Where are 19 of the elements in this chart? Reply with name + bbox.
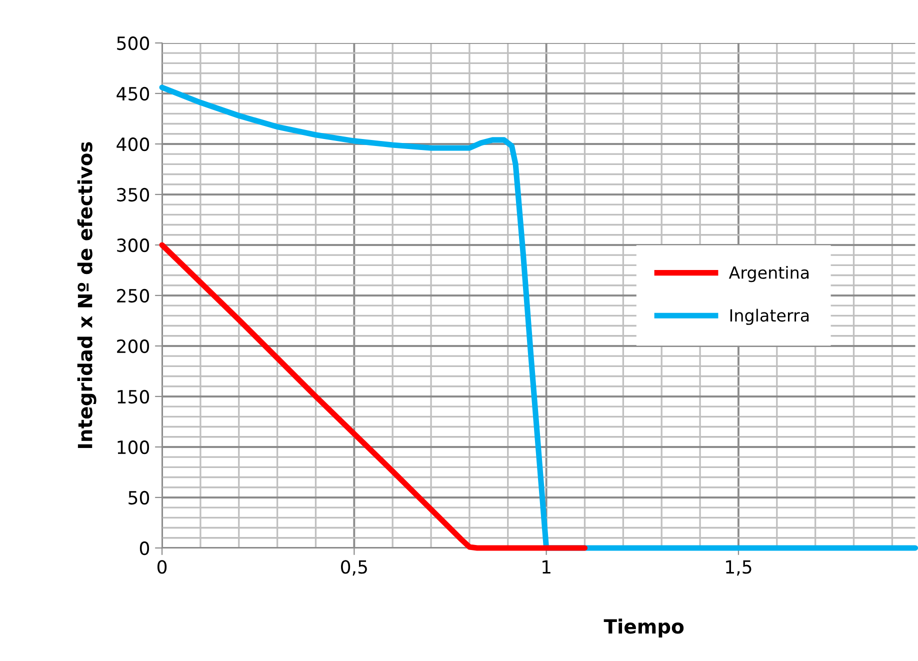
y-tick-label: 100 <box>118 440 150 454</box>
y-tick-label: 150 <box>118 390 150 404</box>
legend-label: Inglaterra <box>730 308 809 325</box>
y-tick-label: 250 <box>117 288 150 303</box>
y-tick-label: 350 <box>117 188 150 202</box>
x-tick-label: 0 <box>157 560 167 574</box>
legend-label: Argentina <box>728 266 809 282</box>
y-tick-label: 0 <box>140 541 150 556</box>
x-tick-label: 1 <box>542 560 550 574</box>
y-tick-label: 300 <box>117 238 150 252</box>
y-axis-title: Integridad x Nº de efectivos <box>77 142 96 448</box>
y-tick-label: 400 <box>116 137 150 152</box>
x-axis-title: Tiempo <box>604 618 684 638</box>
y-tick-label: 450 <box>116 86 150 101</box>
y-tick-label: 500 <box>117 36 150 50</box>
y-tick-label: 200 <box>117 339 150 354</box>
y-tick-label: 50 <box>128 490 150 505</box>
x-tick-label: 0,5 <box>341 560 367 576</box>
x-tick-label: 1,5 <box>726 560 752 576</box>
